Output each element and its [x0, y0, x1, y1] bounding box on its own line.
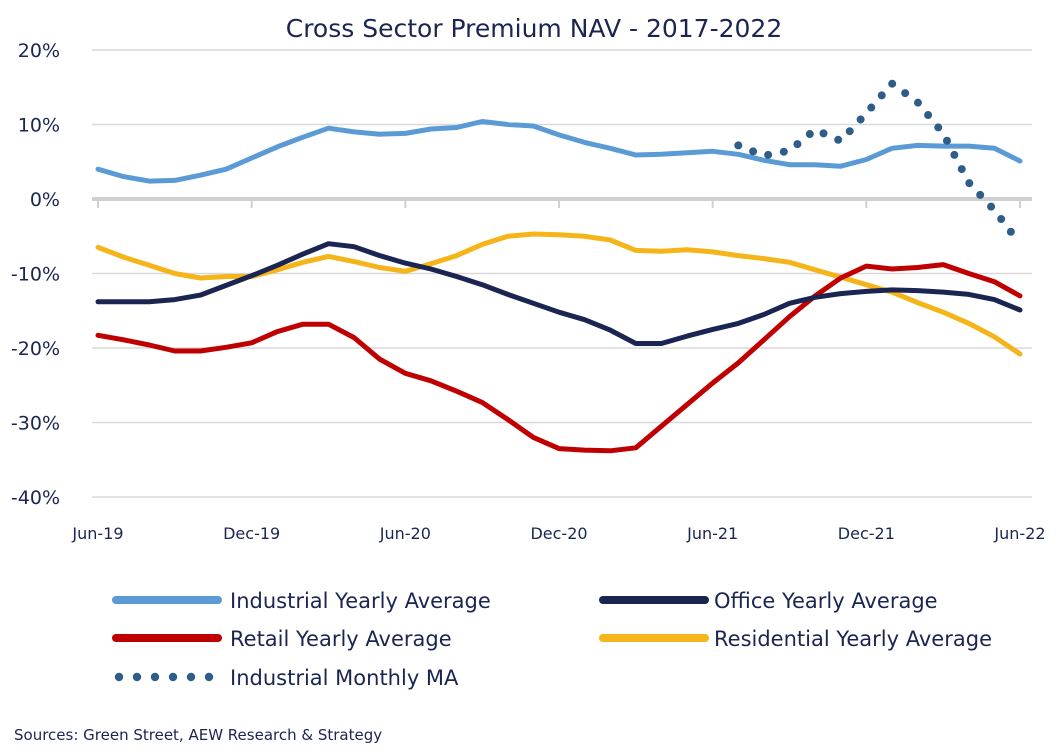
data-point [987, 202, 996, 211]
data-point [856, 115, 865, 124]
data-point [764, 150, 773, 159]
y-tick-label: 20% [18, 40, 60, 62]
x-axis: Jun-19 Dec-19 Jun-20 Dec-20 Jun-21 Dec-21 Jun-… [71, 201, 1046, 543]
data-point [934, 123, 943, 132]
data-point [957, 165, 966, 174]
x-tick-label: Dec-21 [838, 524, 895, 543]
legend: Industrial Yearly Average Office Yearly … [112, 589, 992, 690]
legend-label-industrial-monthly: Industrial Monthly MA [230, 666, 459, 690]
data-point [888, 79, 897, 88]
data-point [867, 103, 876, 112]
legend-item-residential-yearly: Residential Yearly Average [599, 627, 992, 651]
legend-item-industrial-yearly: Industrial Yearly Average [112, 589, 491, 613]
x-tick-label: Jun-22 [993, 524, 1045, 543]
data-point [913, 98, 922, 107]
y-tick-label: -30% [11, 413, 60, 435]
y-axis: 20% 10% 0% -10% -20% -30% -40% [11, 40, 60, 509]
data-point [749, 147, 758, 156]
data-point [779, 147, 788, 156]
data-point [965, 179, 974, 188]
series-residential-yearly-average [95, 231, 1023, 357]
x-tick-label: Jun-21 [686, 524, 738, 543]
data-point [845, 127, 854, 136]
x-tick-label: Jun-19 [71, 524, 123, 543]
legend-item-retail-yearly: Retail Yearly Average [112, 627, 452, 651]
x-tick-label: Jun-20 [379, 524, 431, 543]
data-point [793, 140, 802, 149]
data-point [877, 91, 886, 100]
series-retail-yearly-average [95, 262, 1023, 454]
data-point [734, 141, 743, 150]
series-office-yearly-average [95, 241, 1023, 346]
legend-label-office-yearly: Office Yearly Average [714, 589, 938, 613]
y-tick-label: -10% [11, 264, 60, 286]
legend-swatch-industrial-monthly [114, 672, 214, 682]
legend-label-industrial-yearly: Industrial Yearly Average [230, 589, 491, 613]
data-point [997, 215, 1006, 224]
series-industrial-yearly-average [95, 119, 1023, 184]
data-point [950, 150, 959, 159]
chart-title: Cross Sector Premium NAV - 2017-2022 [286, 14, 782, 43]
data-point [819, 129, 828, 138]
data-point [976, 190, 985, 199]
data-point [942, 136, 951, 145]
data-point [1006, 227, 1015, 236]
x-tick-label: Dec-20 [530, 524, 587, 543]
series-industrial-monthly-ma [734, 79, 1015, 236]
y-tick-label: -40% [11, 487, 60, 509]
data-point [805, 130, 814, 139]
series-layer [95, 79, 1023, 454]
y-tick-label: 0% [30, 189, 60, 211]
data-point [901, 89, 910, 98]
y-tick-label: 10% [18, 115, 60, 137]
data-point [834, 135, 843, 144]
x-tick-label: Dec-19 [223, 524, 280, 543]
legend-label-residential-yearly: Residential Yearly Average [714, 627, 992, 651]
legend-label-retail-yearly: Retail Yearly Average [230, 627, 452, 651]
data-point [924, 111, 933, 120]
legend-item-industrial-monthly: Industrial Monthly MA [114, 666, 459, 690]
grid-layer [92, 49, 1032, 498]
y-tick-label: -20% [11, 338, 60, 360]
legend-item-office-yearly: Office Yearly Average [599, 589, 938, 613]
source-note: Sources: Green Street, AEW Research & St… [14, 726, 382, 744]
